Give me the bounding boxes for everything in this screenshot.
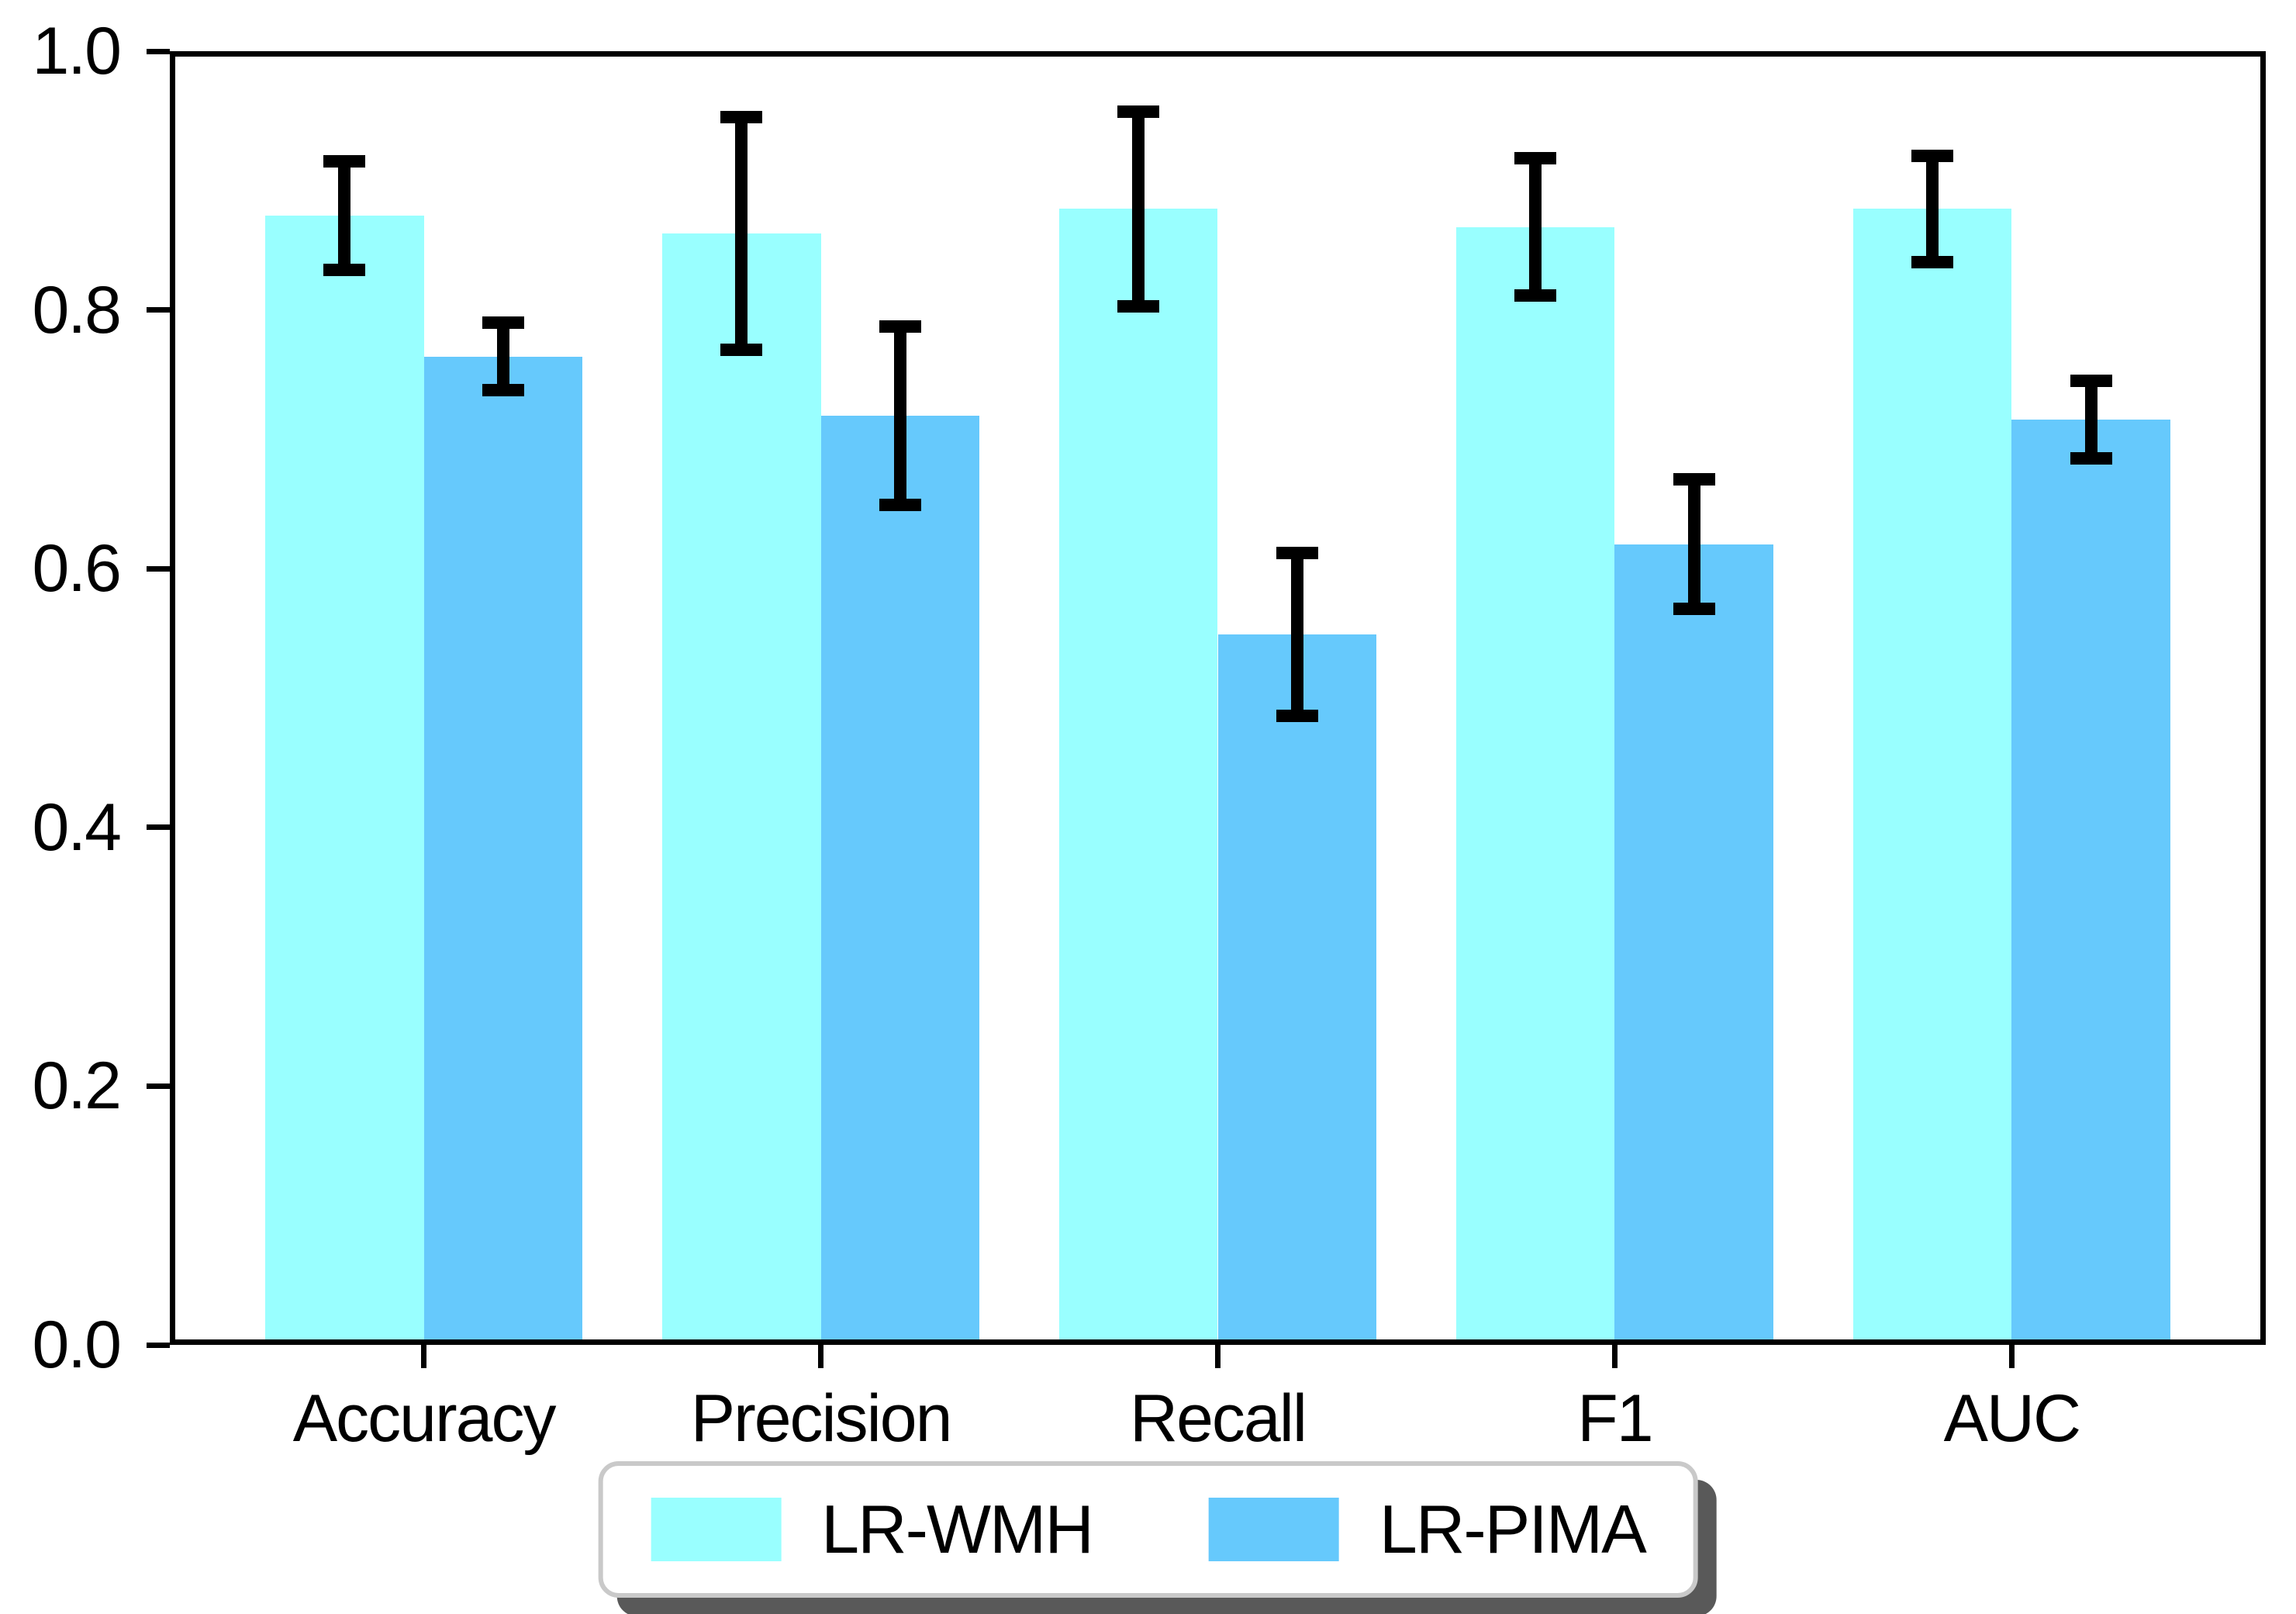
ytick-0-8 — [147, 307, 170, 313]
legend-swatch-lr-wmh — [651, 1498, 782, 1561]
legend-swatch-lr-pima — [1208, 1498, 1339, 1561]
ytick-label-0-6: 0.6 — [32, 531, 122, 607]
legend-item-lr-wmh: LR-WMH — [651, 1491, 1094, 1567]
legend-label-lr-pima: LR-PIMA — [1379, 1491, 1647, 1567]
xtick-f1 — [1611, 1345, 1618, 1368]
legend: LR-WMH LR-PIMA — [598, 1461, 1698, 1598]
ytick-label-0-2: 0.2 — [32, 1049, 122, 1124]
ytick-label-0-0: 0.0 — [32, 1308, 122, 1382]
ytick-0-4 — [147, 824, 170, 831]
ytick-0-2 — [147, 1083, 170, 1089]
ytick-label-0-4: 0.4 — [32, 790, 122, 865]
axes-spines — [170, 51, 2266, 1345]
legend-label-lr-wmh: LR-WMH — [821, 1491, 1094, 1567]
ytick-0-0 — [147, 1342, 170, 1348]
ytick-0-6 — [147, 565, 170, 572]
xtick-recall — [1215, 1345, 1221, 1368]
ytick-1-0 — [147, 48, 170, 54]
xtick-label-auc: AUC — [1943, 1381, 2082, 1456]
legend-item-lr-pima: LR-PIMA — [1208, 1491, 1647, 1567]
xtick-accuracy — [421, 1345, 427, 1368]
ytick-label-1-0: 1.0 — [32, 14, 122, 88]
xtick-precision — [818, 1345, 824, 1368]
xtick-auc — [2008, 1345, 2015, 1368]
xtick-label-precision: Precision — [690, 1381, 953, 1456]
xtick-label-recall: Recall — [1130, 1381, 1307, 1456]
xtick-label-f1: F1 — [1577, 1381, 1653, 1456]
ytick-label-0-8: 0.8 — [32, 272, 122, 347]
xtick-label-accuracy: Accuracy — [292, 1381, 557, 1456]
